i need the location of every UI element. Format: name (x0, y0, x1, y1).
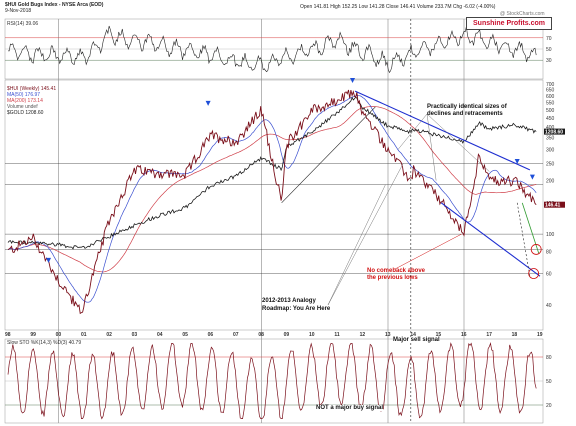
main-tick-label: 80 (546, 249, 552, 255)
main-tick-label: 500 (546, 108, 555, 114)
chart-title: $HUI Gold Bugs Index - NYSE Arca (EOD) (5, 2, 104, 8)
main-legend-entry: $GOLD 1208.60 (7, 110, 44, 116)
x-tick-label: 06 (208, 332, 214, 338)
main-panel-frame (4, 79, 544, 331)
x-tick-label: 09 (284, 332, 290, 338)
annotation-major-sell: Major sell signal (393, 337, 440, 343)
blue-arrow-marker (529, 174, 535, 180)
ma50-line (7, 95, 537, 303)
main-tick-label: 700 (546, 82, 555, 88)
hui-price-line (7, 89, 537, 315)
x-tick-label: 10 (309, 332, 315, 338)
x-tick-label: 08 (258, 332, 264, 338)
x-tick-label: 02 (106, 332, 112, 338)
annotation-analogy-line-1: 2012-2013 Analogy (262, 298, 316, 304)
x-tick-label: 19 (537, 332, 543, 338)
main-tick-label: 60 (546, 272, 552, 278)
stoch-k-line (7, 342, 537, 420)
x-tick-label: 99 (30, 332, 36, 338)
stoch-tick-label: 50 (546, 379, 552, 385)
main-legend-entry: Volume undef (7, 104, 38, 110)
analog-projection-line (521, 202, 540, 254)
main-tick-label: 650 (546, 88, 555, 94)
annotation-pointer (397, 113, 428, 150)
x-tick-label: 00 (56, 332, 62, 338)
main-tick-label: 350 (546, 135, 555, 141)
x-tick-label: 07 (233, 332, 239, 338)
annotation-identical-line-2: declines and retracements (427, 111, 503, 117)
analog-dashed-line (516, 202, 531, 277)
annotation-no-comeback-line-2: the previous lows (367, 275, 418, 281)
price-tag-label: 146.41 (545, 203, 561, 209)
main-tick-label: 100 (546, 232, 555, 238)
ma200-line (7, 106, 537, 273)
main-legend-entry: MA(50) 176.97 (7, 92, 40, 98)
main-tick-label: 300 (546, 147, 555, 153)
annotation-pointer (327, 163, 404, 306)
annotation-analogy-line-2: Roadmap: You Are Here (262, 306, 331, 312)
quote-line: Open 141.81 High 152.25 Low 141.28 Close… (300, 4, 496, 10)
annotation-not-major-buy: NOT a major buy signal (316, 405, 384, 411)
annotation-pointer (426, 113, 437, 181)
x-tick-label: 15 (436, 332, 442, 338)
main-tick-label: 200 (546, 179, 555, 185)
rsi-tick-label: 30 (546, 58, 552, 64)
x-tick-label: 18 (512, 332, 518, 338)
x-tick-label: 05 (182, 332, 188, 338)
annotation-no-comeback-line-1: No comeback above (367, 268, 426, 274)
x-tick-label: 98 (5, 332, 11, 338)
blue-arrow-marker (46, 257, 52, 263)
main-tick-label: 250 (546, 161, 555, 167)
watermark: @ StockCharts.com (500, 11, 545, 17)
rsi-tick-label: 50 (546, 47, 552, 53)
main-tick-label: 450 (546, 116, 555, 122)
annotation-pointer (327, 184, 386, 306)
price-tag-label: 1208.60 (545, 130, 563, 136)
stoch-panel-label: Slow STO %K(14,3) %D(3) 40.79 (7, 340, 81, 346)
x-tick-label: 04 (157, 332, 163, 338)
gold-price-line (7, 96, 537, 250)
main-tick-label: 400 (546, 125, 555, 131)
annotation-pointer-red (394, 233, 462, 270)
main-tick-label: 600 (546, 94, 555, 100)
stoch-tick-label: 80 (546, 355, 552, 361)
target-circle (528, 268, 540, 279)
analog-ray (281, 106, 376, 204)
x-tick-label: 14 (410, 332, 416, 338)
main-tick-label: 40 (546, 303, 552, 309)
target-circle (530, 244, 542, 255)
blue-arrow-marker (205, 100, 211, 106)
rsi-panel-label: RSI(14) 39.06 (7, 21, 38, 27)
annotation-identical-line-1: Practically identical sizes of (427, 104, 507, 110)
x-tick-label: 12 (360, 332, 366, 338)
main-legend-entry: $HUI (Weekly) 145.41 (7, 86, 56, 92)
price-tag-bg (544, 128, 565, 135)
x-tick-label: 01 (81, 332, 87, 338)
chart-date: 9-Nov-2018 (5, 8, 32, 14)
stoch-tick-label: 20 (546, 403, 552, 409)
annotation-pointer (426, 113, 490, 172)
rsi-line (7, 25, 537, 74)
x-tick-label: 03 (132, 332, 138, 338)
declining-trendline (354, 90, 531, 171)
x-tick-label: 17 (486, 332, 492, 338)
sunshine-profits-logo: Sunshine Profits.com (466, 17, 552, 30)
blue-arrow-marker (514, 158, 520, 164)
rsi-tick-label: 70 (546, 36, 552, 42)
main-tick-label: 550 (546, 101, 555, 107)
lower-channel-line (440, 202, 541, 277)
main-legend-entry: MA(200) 173.14 (7, 98, 43, 104)
x-tick-label: 13 (385, 332, 391, 338)
price-tag-bg (544, 201, 565, 208)
x-tick-label: 11 (334, 332, 340, 338)
blue-arrow-marker (350, 78, 356, 83)
x-tick-label: 16 (461, 332, 467, 338)
